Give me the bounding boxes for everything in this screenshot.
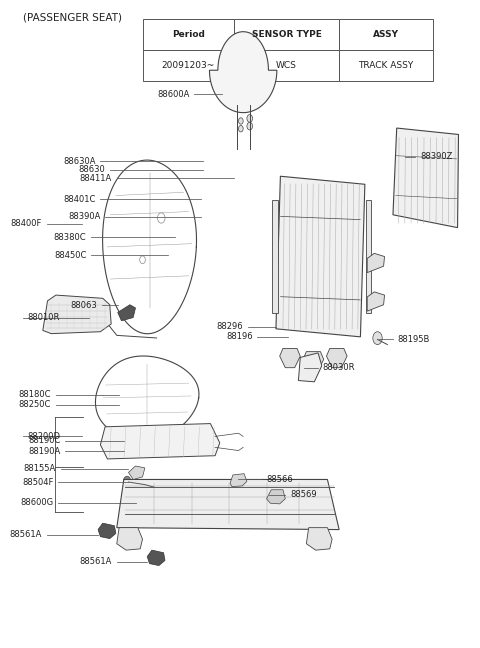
Text: 88630: 88630 (78, 165, 105, 174)
Text: 88063: 88063 (71, 301, 97, 310)
Text: ASSY: ASSY (373, 30, 399, 39)
Circle shape (247, 115, 252, 122)
Text: 88569: 88569 (290, 491, 317, 500)
Text: 88390Z: 88390Z (420, 152, 453, 161)
Polygon shape (326, 349, 347, 367)
Polygon shape (129, 466, 145, 480)
Text: 20091203~: 20091203~ (162, 61, 215, 69)
Text: 88155A: 88155A (24, 464, 56, 473)
Polygon shape (209, 32, 277, 113)
Polygon shape (303, 352, 324, 371)
Circle shape (239, 126, 243, 132)
Text: (PASSENGER SEAT): (PASSENGER SEAT) (23, 12, 122, 23)
Text: 88561A: 88561A (80, 557, 112, 566)
Text: 88411A: 88411A (80, 174, 112, 183)
Polygon shape (117, 527, 143, 550)
Text: 88561A: 88561A (10, 530, 42, 539)
Circle shape (239, 118, 243, 124)
Bar (168, 485, 262, 520)
Text: Period: Period (172, 30, 204, 39)
Polygon shape (266, 490, 285, 504)
Text: 88600G: 88600G (21, 498, 54, 507)
Text: 88190A: 88190A (28, 446, 60, 456)
Text: 88630A: 88630A (63, 157, 96, 166)
Text: 88600A: 88600A (157, 89, 189, 98)
Circle shape (247, 122, 252, 130)
Text: 88180C: 88180C (19, 390, 51, 399)
Text: WCS: WCS (276, 61, 297, 69)
Polygon shape (367, 253, 384, 273)
Bar (234, 50, 339, 80)
Polygon shape (306, 527, 332, 550)
Polygon shape (272, 200, 278, 313)
Text: 88010R: 88010R (28, 313, 60, 322)
Text: 88030R: 88030R (323, 363, 355, 372)
Text: 88566: 88566 (266, 475, 293, 484)
Polygon shape (98, 523, 116, 538)
Polygon shape (299, 353, 322, 382)
Polygon shape (280, 349, 300, 367)
Polygon shape (118, 305, 135, 321)
Text: SENSOR TYPE: SENSOR TYPE (252, 30, 322, 39)
Bar (143, 19, 234, 50)
Text: 88200D: 88200D (28, 432, 61, 441)
Text: 88296: 88296 (216, 322, 243, 331)
Circle shape (373, 332, 382, 345)
Text: 88400F: 88400F (11, 219, 42, 228)
Polygon shape (117, 480, 339, 529)
Text: 88190C: 88190C (28, 436, 60, 445)
Bar (339, 50, 433, 80)
Polygon shape (147, 550, 165, 566)
Text: 88390A: 88390A (68, 212, 100, 221)
Polygon shape (366, 200, 372, 313)
Bar (339, 19, 433, 50)
Polygon shape (367, 292, 384, 311)
Text: 88401C: 88401C (63, 195, 96, 204)
Polygon shape (393, 128, 458, 227)
Text: 88450C: 88450C (54, 251, 86, 260)
Text: 88380C: 88380C (54, 233, 86, 242)
Bar (234, 19, 339, 50)
Polygon shape (276, 176, 365, 337)
Polygon shape (43, 295, 111, 334)
Text: 88195B: 88195B (397, 335, 430, 344)
Bar (143, 50, 234, 80)
Text: 88250C: 88250C (19, 400, 51, 410)
Polygon shape (100, 424, 220, 459)
Polygon shape (230, 474, 247, 487)
Text: 88504F: 88504F (22, 478, 54, 487)
Text: TRACK ASSY: TRACK ASSY (358, 61, 414, 69)
Text: 88196: 88196 (226, 332, 252, 341)
Circle shape (123, 476, 131, 487)
